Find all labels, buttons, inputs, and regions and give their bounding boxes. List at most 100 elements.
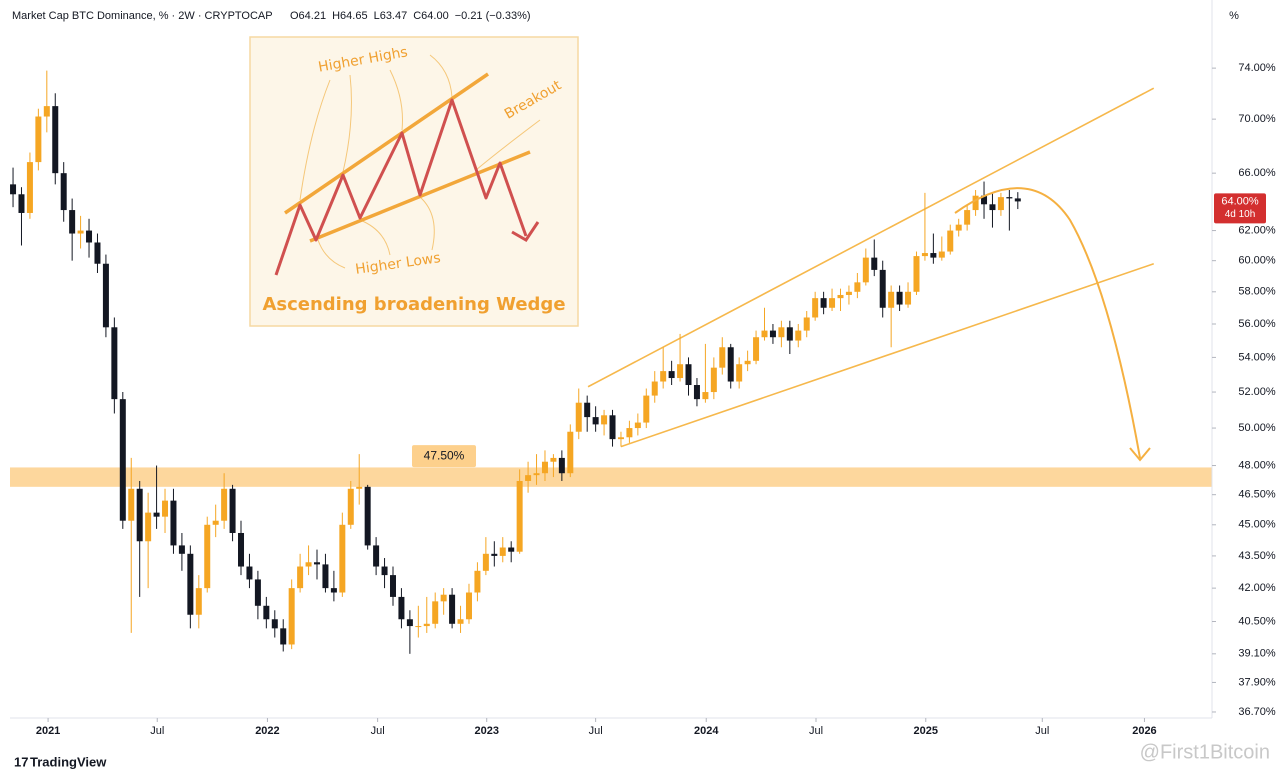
- candle-body: [668, 371, 675, 379]
- zone-label: 47.50%: [424, 448, 465, 462]
- candle-body: [449, 594, 456, 624]
- inset-title: Ascending broadening Wedge: [262, 294, 565, 315]
- candle-body: [356, 486, 363, 489]
- candle-body: [795, 330, 802, 341]
- header-value: H64.65: [332, 10, 367, 22]
- y-tick-label: 56.00%: [1238, 318, 1276, 330]
- candle-body: [972, 195, 979, 211]
- candle-body: [389, 575, 396, 597]
- candle-body: [440, 594, 447, 602]
- candle-body: [465, 592, 472, 620]
- y-tick-label: 45.00%: [1238, 519, 1276, 531]
- candle-body: [888, 291, 895, 308]
- candle-body: [964, 210, 971, 225]
- candle-body: [913, 256, 920, 292]
- candle-body: [854, 282, 861, 292]
- x-tick-label: Jul: [1035, 725, 1049, 737]
- candle-body: [364, 486, 371, 546]
- price-tag-label: 64.00%: [1221, 195, 1259, 207]
- y-tick-label: 40.50%: [1238, 615, 1276, 627]
- candle-body: [381, 566, 388, 576]
- candle-body: [373, 545, 380, 567]
- candle-body: [491, 553, 498, 556]
- candle-body: [905, 291, 912, 305]
- candle-body: [592, 417, 599, 425]
- axis-unit: %: [1229, 10, 1239, 22]
- y-tick-label: 39.10%: [1238, 648, 1276, 660]
- candle-body: [94, 242, 101, 264]
- candle-body: [128, 488, 135, 521]
- x-tick-label: Jul: [150, 725, 164, 737]
- candle-body: [736, 364, 743, 382]
- inset-upper-line: [284, 72, 489, 215]
- candle-body: [43, 106, 50, 117]
- candle-body: [86, 230, 93, 243]
- y-tick-label: 74.00%: [1238, 62, 1276, 74]
- x-tick-label: Jul: [809, 725, 823, 737]
- brand: TradingView: [30, 754, 107, 769]
- watermark: @First1Bitcoin: [1140, 741, 1270, 763]
- candle-body: [52, 106, 59, 174]
- candle-body: [195, 588, 202, 615]
- candle-body: [254, 579, 261, 606]
- projection-arrowhead: [1129, 447, 1151, 462]
- candle-body: [238, 532, 245, 567]
- candle-body: [829, 298, 836, 308]
- x-tick-label: Jul: [589, 725, 603, 737]
- candle-body: [474, 570, 481, 593]
- candle-body: [204, 524, 211, 589]
- candle-body: [145, 512, 152, 542]
- y-tick-label: 70.00%: [1238, 113, 1276, 125]
- candle-body: [314, 562, 321, 565]
- zone-label-box: [412, 445, 476, 468]
- candle-body: [69, 210, 76, 234]
- candle-body: [229, 488, 236, 533]
- inset: Higher Highs Breakout Higher Lows Ascend…: [249, 36, 579, 327]
- projection-arrow: [954, 187, 1141, 459]
- candle-body: [947, 230, 954, 252]
- candle-body: [457, 619, 464, 624]
- candle-body: [178, 545, 185, 554]
- header-value: C64.00: [413, 10, 448, 22]
- candle-body: [727, 347, 734, 382]
- candle-body: [660, 371, 667, 382]
- candle-body: [567, 431, 574, 474]
- candle-body: [288, 588, 295, 645]
- candle-body: [398, 596, 405, 620]
- candle-body: [347, 488, 354, 525]
- candle-body: [508, 547, 515, 552]
- candle-body: [845, 291, 852, 295]
- candle-body: [769, 330, 776, 338]
- candle-body: [111, 327, 118, 400]
- candle-body: [753, 337, 760, 361]
- candle-body: [415, 626, 422, 628]
- candle-body: [896, 291, 903, 305]
- candle-body: [862, 257, 869, 283]
- candle-body: [482, 553, 489, 571]
- candle-body: [651, 381, 658, 396]
- candle-body: [558, 457, 565, 474]
- candle-body: [617, 437, 624, 440]
- trendline: [620, 262, 1155, 448]
- candle-body: [879, 269, 886, 308]
- inset-box: [249, 36, 579, 327]
- candle-body: [280, 628, 287, 645]
- y-tick-label: 48.00%: [1238, 459, 1276, 471]
- candle-body: [339, 524, 346, 593]
- candle-body: [812, 298, 819, 318]
- candle-body: [803, 317, 810, 331]
- y-tick-label: 62.00%: [1238, 224, 1276, 236]
- y-tick-label: 54.00%: [1238, 351, 1276, 363]
- candle-body: [423, 623, 430, 627]
- candle-body: [136, 488, 143, 542]
- candle-body: [981, 195, 988, 205]
- support-zone: [10, 467, 1212, 487]
- x-tick-label: 2026: [1132, 725, 1156, 737]
- inset-arrowhead: [511, 221, 540, 242]
- x-tick-label: 2023: [474, 725, 498, 737]
- candle-body: [702, 392, 709, 400]
- candle-body: [871, 257, 878, 270]
- trendline: [587, 87, 1155, 388]
- y-tick-label: 43.50%: [1238, 550, 1276, 562]
- y-tick-label: 50.00%: [1238, 422, 1276, 434]
